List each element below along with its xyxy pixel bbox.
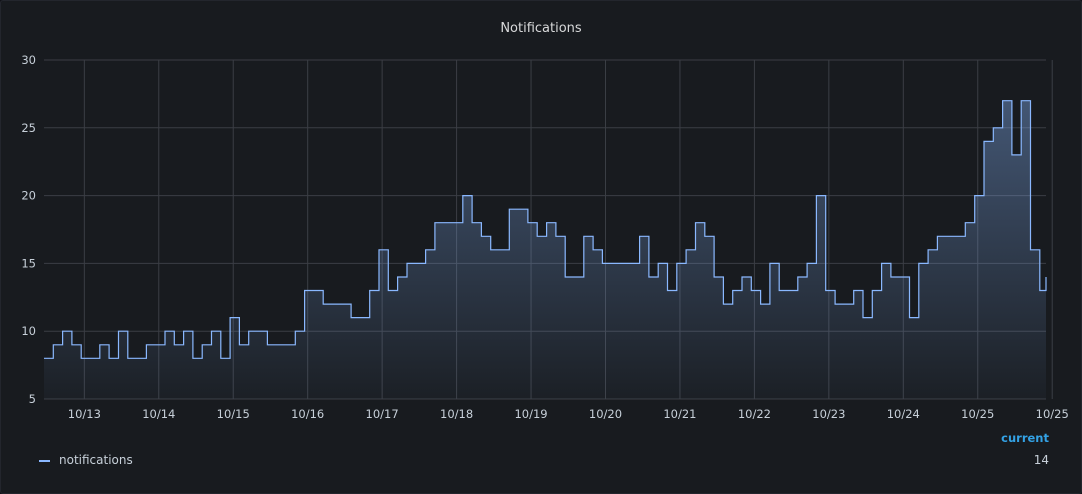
x-tick-label: 10/16 [291, 407, 324, 421]
y-tick-label: 5 [29, 392, 36, 406]
x-tick-label: 10/13 [68, 407, 101, 421]
legend-item[interactable]: notifications 14 [39, 453, 1049, 469]
x-tick-label: 10/24 [887, 407, 920, 421]
panel-title: Notifications [500, 21, 582, 36]
series-layer [44, 100, 1047, 399]
legend-header: current [1001, 431, 1049, 445]
x-tick-label: 10/25 [1036, 407, 1069, 421]
series-line [44, 100, 1047, 359]
x-tick-label: 10/14 [142, 407, 175, 421]
x-tick-label: 10/20 [589, 407, 622, 421]
legend-current-value: 14 [1033, 453, 1049, 467]
y-tick-label: 30 [21, 53, 36, 67]
x-tick-label: 10/23 [812, 407, 845, 421]
y-tick-label: 25 [21, 121, 36, 135]
y-axis: 5 10 15 20 25 30 [21, 53, 36, 406]
y-tick-label: 20 [21, 189, 36, 203]
x-tick-label: 10/17 [366, 407, 399, 421]
x-tick-label: 10/22 [738, 407, 771, 421]
legend-series-label: notifications [59, 453, 133, 467]
legend-swatch [39, 460, 50, 462]
x-tick-label: 10/21 [663, 407, 696, 421]
x-tick-label: 10/19 [514, 407, 547, 421]
y-tick-label: 15 [21, 256, 36, 270]
x-axis: 10/13 10/14 10/15 10/16 10/17 10/18 10/19 10/20… [68, 407, 1069, 421]
series-area [44, 100, 1046, 399]
x-tick-label: 10/18 [440, 407, 473, 421]
x-tick-label: 10/15 [217, 407, 250, 421]
x-tick-label: 10/25 [961, 407, 994, 421]
y-tick-label: 10 [21, 324, 36, 338]
